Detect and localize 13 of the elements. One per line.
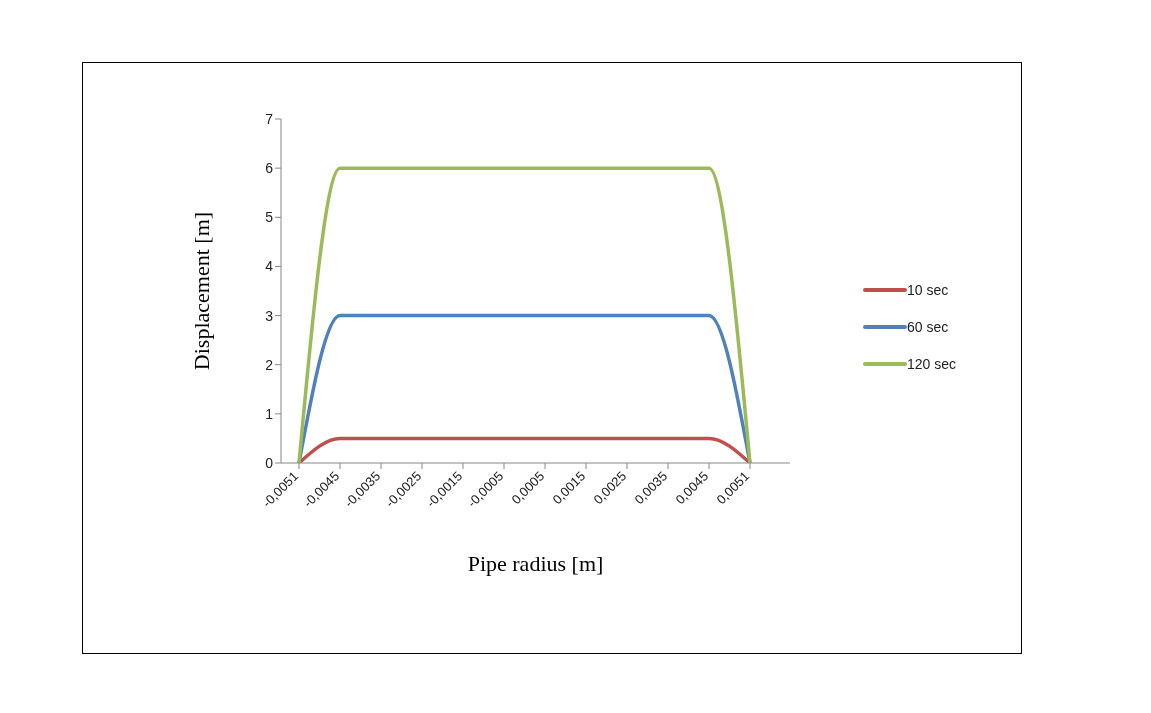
y-axis-title: Displacement [m]	[188, 211, 214, 371]
legend-label: 120 sec	[907, 355, 957, 372]
x-axis-title: Pipe radius [m]	[467, 551, 604, 576]
y-tick-label: 2	[265, 356, 274, 373]
y-tick-label: 0	[265, 454, 274, 471]
legend-label: 60 sec	[907, 318, 949, 335]
y-tick-label: 3	[265, 307, 274, 324]
y-tick-label: 7	[265, 110, 274, 127]
y-tick-label: 4	[265, 258, 274, 275]
y-tick-label: 6	[265, 160, 274, 177]
legend-label: 10 sec	[907, 281, 949, 298]
y-tick-label: 1	[265, 405, 274, 422]
y-tick-label: 5	[265, 209, 274, 226]
